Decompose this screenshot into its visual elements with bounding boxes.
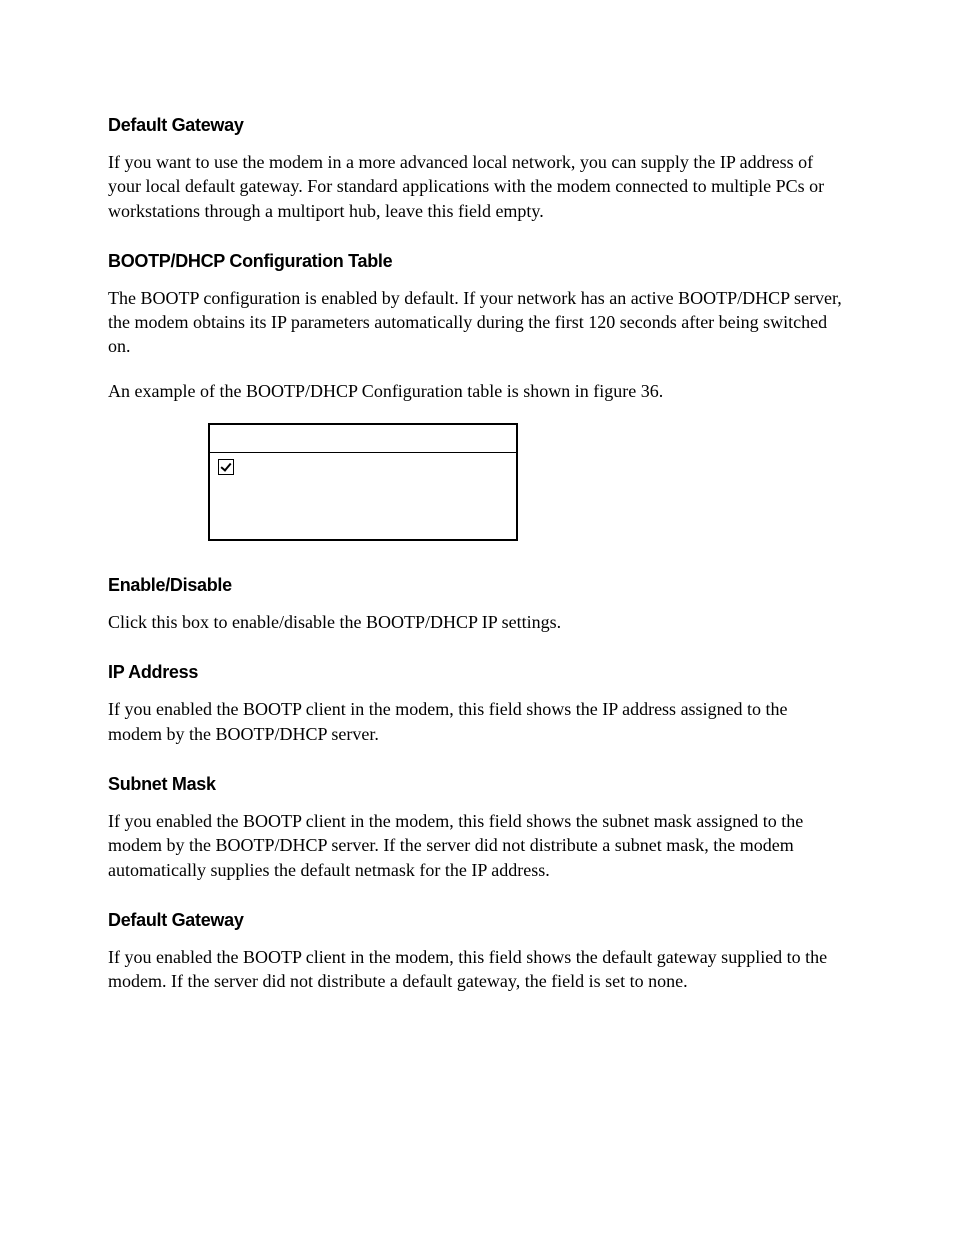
heading-default-gateway-1: Default Gateway (108, 115, 844, 136)
section-ip-address: IP Address If you enabled the BOOTP clie… (108, 662, 844, 746)
heading-default-gateway-2: Default Gateway (108, 910, 844, 931)
heading-subnet-mask: Subnet Mask (108, 774, 844, 795)
section-subnet-mask: Subnet Mask If you enabled the BOOTP cli… (108, 774, 844, 882)
table-row (209, 452, 517, 540)
checkbox-checked-icon[interactable] (218, 459, 234, 475)
heading-bootp-dhcp: BOOTP/DHCP Configuration Table (108, 251, 844, 272)
section-default-gateway-2: Default Gateway If you enabled the BOOTP… (108, 910, 844, 994)
paragraph: Click this box to enable/disable the BOO… (108, 610, 844, 634)
table-header-row (209, 424, 517, 452)
document-page: Default Gateway If you want to use the m… (0, 0, 954, 1235)
section-enable-disable: Enable/Disable Click this box to enable/… (108, 575, 844, 634)
table-cell-enable (209, 452, 517, 540)
paragraph: The BOOTP configuration is enabled by de… (108, 286, 844, 359)
figure-36 (208, 423, 844, 541)
paragraph: If you enabled the BOOTP client in the m… (108, 945, 844, 994)
heading-enable-disable: Enable/Disable (108, 575, 844, 596)
section-default-gateway-1: Default Gateway If you want to use the m… (108, 115, 844, 223)
paragraph: If you enabled the BOOTP client in the m… (108, 697, 844, 746)
paragraph: If you enabled the BOOTP client in the m… (108, 809, 844, 882)
paragraph: If you want to use the modem in a more a… (108, 150, 844, 223)
heading-ip-address: IP Address (108, 662, 844, 683)
table-header-cell (209, 424, 517, 452)
section-bootp-dhcp-config: BOOTP/DHCP Configuration Table The BOOTP… (108, 251, 844, 541)
paragraph: An example of the BOOTP/DHCP Configurati… (108, 379, 844, 403)
bootp-config-table (208, 423, 518, 541)
